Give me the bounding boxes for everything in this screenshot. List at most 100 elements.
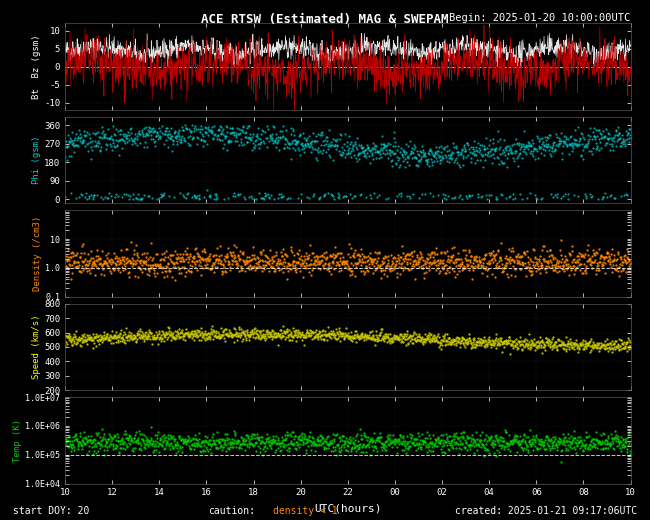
Point (416, 334, 426, 342)
Point (356, 190, 366, 199)
Point (403, 255, 413, 263)
Point (399, 438, 410, 447)
Point (84, 194, 94, 202)
Point (604, 439, 615, 447)
Point (146, 436, 157, 445)
Point (183, 189, 193, 198)
Point (566, 241, 577, 250)
Point (605, 258, 616, 266)
Point (418, 152, 428, 161)
Point (512, 250, 523, 258)
Point (389, 149, 400, 158)
Point (525, 141, 535, 149)
Point (473, 339, 483, 347)
Point (222, 138, 233, 146)
Point (269, 330, 280, 339)
Point (153, 340, 163, 348)
Point (618, 435, 629, 443)
Point (569, 135, 580, 144)
Point (378, 144, 389, 152)
Point (586, 437, 596, 445)
Point (359, 335, 369, 344)
Point (194, 194, 204, 202)
Point (580, 440, 590, 449)
Point (565, 251, 575, 259)
Point (493, 153, 504, 162)
Point (519, 141, 530, 150)
Point (334, 261, 345, 269)
Point (575, 260, 585, 268)
Point (138, 256, 149, 265)
Point (343, 438, 354, 447)
Point (495, 440, 505, 449)
Point (441, 340, 451, 348)
Point (517, 446, 528, 454)
Point (307, 328, 318, 336)
Point (510, 252, 521, 261)
Point (482, 271, 492, 280)
Point (87, 443, 98, 451)
Point (171, 258, 181, 266)
Point (205, 265, 215, 274)
Point (162, 263, 172, 271)
Point (63, 137, 73, 145)
Point (162, 130, 173, 138)
Point (79, 440, 89, 448)
Point (614, 272, 624, 280)
Point (359, 146, 370, 154)
Point (420, 337, 430, 346)
Point (547, 141, 558, 149)
Point (593, 194, 603, 203)
Point (509, 140, 519, 148)
Point (447, 338, 458, 346)
Point (111, 136, 121, 145)
Point (547, 266, 558, 274)
Point (573, 437, 584, 446)
Point (548, 440, 558, 449)
Point (332, 335, 342, 343)
Point (417, 436, 428, 445)
Point (609, 435, 619, 444)
Point (568, 436, 578, 444)
Point (471, 252, 481, 260)
Point (200, 331, 211, 340)
Point (252, 326, 262, 334)
Point (161, 136, 171, 144)
Point (237, 141, 248, 149)
Point (521, 442, 532, 450)
Point (461, 339, 471, 347)
Point (127, 446, 137, 454)
Point (151, 328, 161, 336)
Point (244, 135, 255, 144)
Point (178, 126, 188, 134)
Point (190, 431, 200, 439)
Point (504, 441, 514, 450)
Point (92, 336, 102, 344)
Y-axis label: Density (/cm3): Density (/cm3) (33, 216, 42, 291)
Point (527, 432, 538, 440)
Point (512, 345, 522, 354)
Point (391, 436, 402, 444)
Point (112, 430, 122, 438)
Point (489, 252, 499, 261)
Point (430, 435, 440, 443)
Point (504, 431, 514, 439)
Point (500, 146, 511, 154)
Point (127, 136, 137, 145)
Point (492, 341, 502, 349)
Point (597, 259, 607, 268)
Point (72, 136, 83, 144)
Point (621, 339, 631, 347)
Point (298, 259, 308, 267)
Point (146, 422, 156, 431)
Point (452, 150, 463, 159)
Point (176, 332, 186, 341)
Point (432, 332, 443, 340)
Point (612, 248, 623, 256)
Point (274, 266, 284, 274)
Point (513, 437, 523, 445)
Point (291, 331, 301, 340)
Point (73, 133, 83, 141)
Text: ACE RTSW (Estimated) MAG & SWEPAM: ACE RTSW (Estimated) MAG & SWEPAM (202, 13, 448, 26)
Point (540, 146, 550, 154)
